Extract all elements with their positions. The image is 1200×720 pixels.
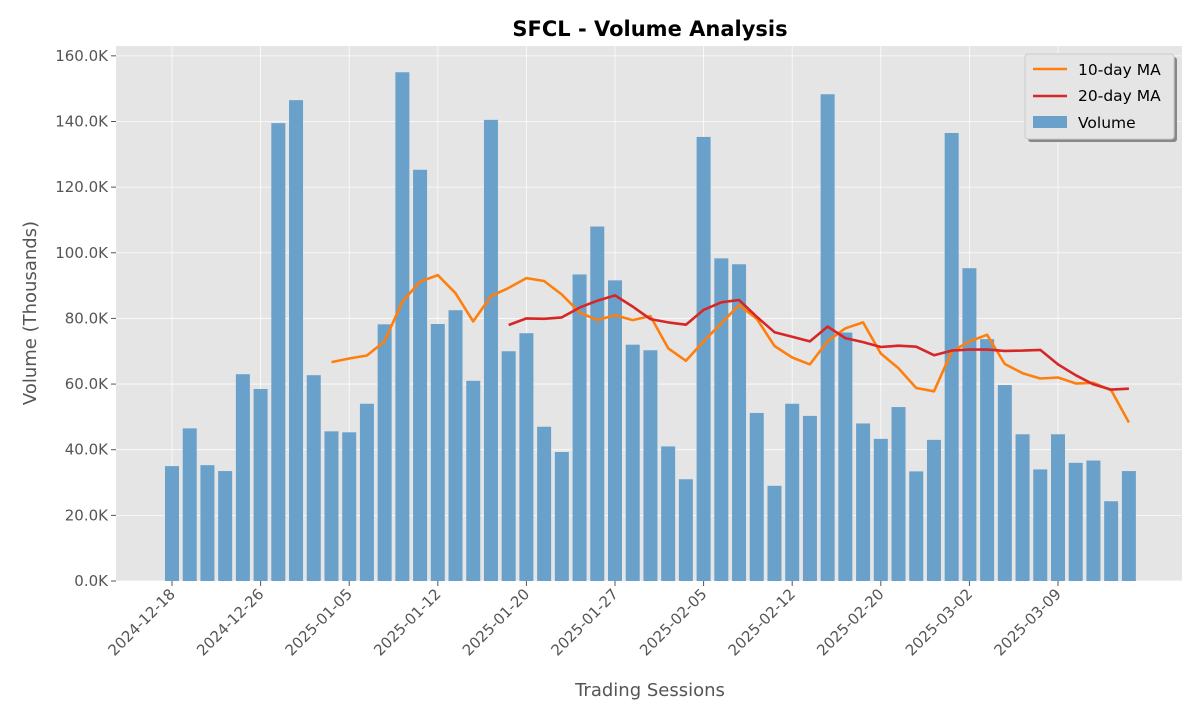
volume-bar bbox=[1068, 462, 1083, 581]
volume-bar bbox=[306, 375, 321, 581]
volume-bar bbox=[767, 485, 782, 581]
x-tick-label: 2025-01-12 bbox=[370, 585, 444, 659]
volume-bar bbox=[608, 280, 622, 581]
x-tick-label: 2025-01-27 bbox=[547, 585, 621, 659]
y-tick-label: 60.0K bbox=[65, 375, 109, 393]
volume-bar bbox=[359, 403, 374, 581]
volume-bar bbox=[466, 380, 481, 581]
y-tick-label: 0.0K bbox=[74, 572, 109, 590]
volume-bar bbox=[1086, 460, 1101, 581]
legend-label-ma10: 10-day MA bbox=[1078, 61, 1161, 79]
volume-bar bbox=[200, 465, 215, 581]
volume-bar bbox=[1015, 434, 1030, 581]
volume-bar bbox=[856, 423, 871, 581]
volume-bar bbox=[165, 466, 179, 581]
volume-bar bbox=[820, 94, 835, 581]
volume-bar bbox=[572, 274, 587, 581]
volume-bar bbox=[182, 428, 197, 581]
x-tick-label: 2025-03-02 bbox=[902, 585, 976, 659]
y-tick-label: 120.0K bbox=[55, 178, 109, 196]
legend-label-ma20: 20-day MA bbox=[1078, 87, 1161, 105]
volume-bar bbox=[732, 264, 747, 581]
y-tick-label: 160.0K bbox=[55, 47, 109, 65]
volume-bar bbox=[891, 407, 906, 581]
volume-bar bbox=[289, 100, 304, 582]
volume-bar bbox=[395, 72, 410, 582]
x-tick-label: 2025-02-12 bbox=[725, 585, 799, 659]
volume-bar bbox=[678, 479, 693, 581]
chart-title: SFCL - Volume Analysis bbox=[512, 17, 787, 41]
volume-bar bbox=[554, 452, 569, 581]
volume-bar bbox=[661, 446, 676, 581]
volume-bar bbox=[838, 332, 853, 581]
volume-bar bbox=[235, 374, 250, 581]
volume-bar bbox=[696, 136, 711, 581]
volume-bar bbox=[643, 350, 658, 581]
volume-bar bbox=[873, 438, 888, 581]
volume-bar bbox=[448, 310, 463, 581]
y-tick-label: 20.0K bbox=[65, 506, 109, 524]
volume-bar bbox=[590, 226, 605, 581]
volume-bar bbox=[253, 388, 268, 581]
y-tick-label: 80.0K bbox=[65, 309, 109, 327]
volume-bar bbox=[377, 324, 392, 581]
volume-bar bbox=[944, 132, 959, 582]
volume-bar bbox=[997, 385, 1012, 581]
x-tick-label: 2025-02-20 bbox=[813, 585, 887, 659]
volume-bar bbox=[802, 415, 817, 581]
x-tick-label: 2024-12-18 bbox=[104, 585, 178, 659]
volume-bar bbox=[980, 339, 995, 581]
volume-bar bbox=[714, 258, 729, 581]
volume-bar bbox=[1033, 469, 1048, 581]
volume-bar bbox=[324, 431, 339, 581]
volume-bar bbox=[413, 169, 428, 581]
volume-bar bbox=[926, 439, 941, 581]
volume-bar bbox=[1051, 434, 1065, 581]
volume-bar bbox=[483, 119, 498, 581]
volume-bar bbox=[430, 324, 445, 581]
volume-bar bbox=[218, 471, 233, 581]
x-tick-label: 2025-03-09 bbox=[990, 585, 1064, 659]
volume-bar bbox=[1121, 471, 1136, 581]
volume-bar bbox=[519, 333, 534, 581]
volume-bar bbox=[749, 412, 764, 581]
legend-label-volume: Volume bbox=[1078, 114, 1136, 132]
x-tick-label: 2024-12-26 bbox=[193, 585, 267, 659]
volume-bar bbox=[625, 344, 640, 581]
x-tick-label: 2025-01-05 bbox=[282, 585, 356, 659]
ma20-line bbox=[508, 294, 1129, 391]
y-axis: 0.0K 20.0K 40.0K 60.0K 80.0K 100.0K 120.0K 140.… bbox=[55, 47, 116, 590]
volume-bars bbox=[165, 72, 1136, 582]
volume-bar bbox=[537, 426, 552, 581]
volume-bar bbox=[342, 432, 357, 581]
x-tick-label: 2025-02-05 bbox=[636, 585, 710, 659]
volume-bar bbox=[962, 268, 977, 581]
y-tick-label: 140.0K bbox=[55, 112, 109, 130]
volume-bar bbox=[501, 351, 516, 581]
x-tick-label: 2025-01-20 bbox=[459, 585, 533, 659]
volume-bar bbox=[909, 471, 924, 581]
x-axis: 2024-12-18 2024-12-26 2025-01-05 2025-01-12… bbox=[104, 581, 1065, 659]
legend-swatch-volume bbox=[1033, 116, 1067, 128]
legend: 10-day MA 20-day MA Volume bbox=[1024, 53, 1177, 142]
y-tick-label: 100.0K bbox=[55, 244, 109, 262]
y-tick-label: 40.0K bbox=[65, 441, 109, 459]
x-axis-label: Trading Sessions bbox=[574, 680, 725, 701]
y-axis-label: Volume (Thousands) bbox=[20, 221, 41, 405]
volume-bar bbox=[1104, 501, 1119, 581]
volume-bar bbox=[785, 403, 800, 581]
moving-average-lines bbox=[331, 273, 1131, 424]
volume-bar bbox=[271, 123, 286, 582]
